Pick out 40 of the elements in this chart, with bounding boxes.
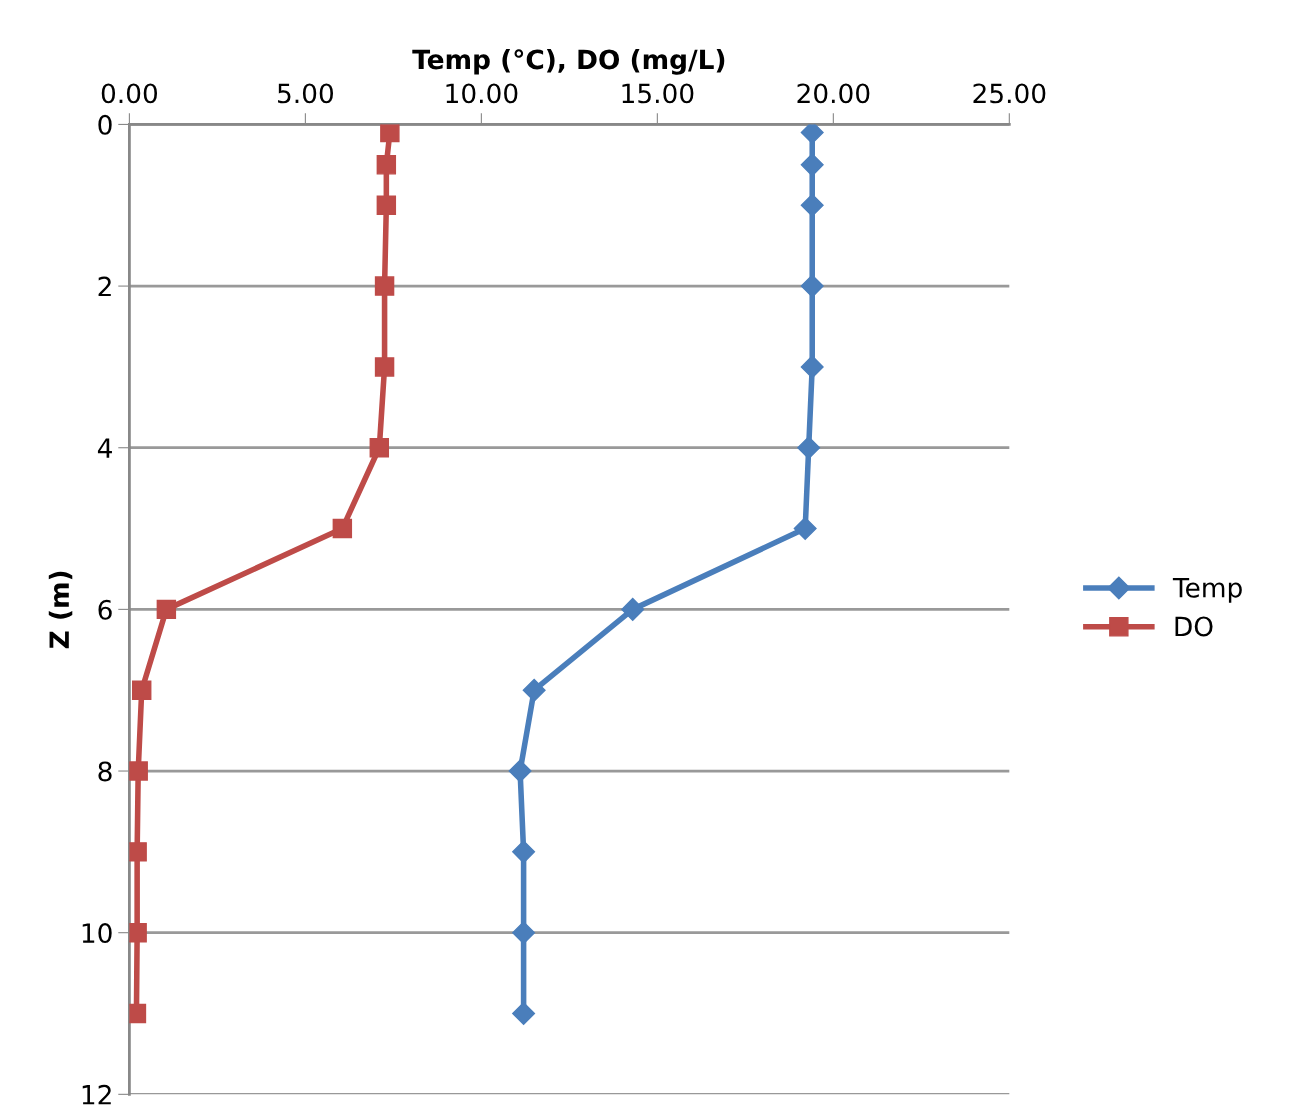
point [800,355,824,379]
point [374,357,395,377]
y-tick-label: 12 [82,1084,111,1105]
point [376,155,397,175]
y-tick-label: 6 [98,599,112,620]
x-tick-label: 10.00 [446,83,518,104]
point [129,761,148,781]
point [374,276,395,296]
y-axis-title: Z (m) [48,571,73,649]
y-tick-label: 10 [82,923,112,944]
legend-label: DO [1175,616,1213,637]
y-tick-label: 8 [98,761,112,782]
point [508,759,532,783]
x-axis-title: Temp (°C), DO (mg/L) [412,49,725,75]
point [800,124,824,145]
x-tick-label: 20.00 [797,83,870,104]
legend-label: Temp [1172,578,1242,603]
point [156,599,177,620]
point [621,597,645,621]
point [512,921,536,945]
y-tick-label: 0 [98,114,112,135]
x-tick-label: 5.00 [278,83,334,104]
y-tick-label: 4 [97,438,112,458]
point [369,438,390,458]
point [522,678,546,702]
point [131,680,152,700]
point [797,436,821,460]
point [380,124,400,143]
point [512,840,536,864]
y-tick-label: 2 [98,276,111,297]
point [800,193,824,217]
point [800,274,824,298]
x-tick-label: 0.00 [101,83,158,104]
point [793,517,817,541]
x-tick-label: 15.00 [622,83,694,104]
point [332,518,353,539]
x-tick-label: 25.00 [973,83,1046,104]
point [800,153,824,177]
point [376,195,397,215]
point [512,1002,536,1026]
